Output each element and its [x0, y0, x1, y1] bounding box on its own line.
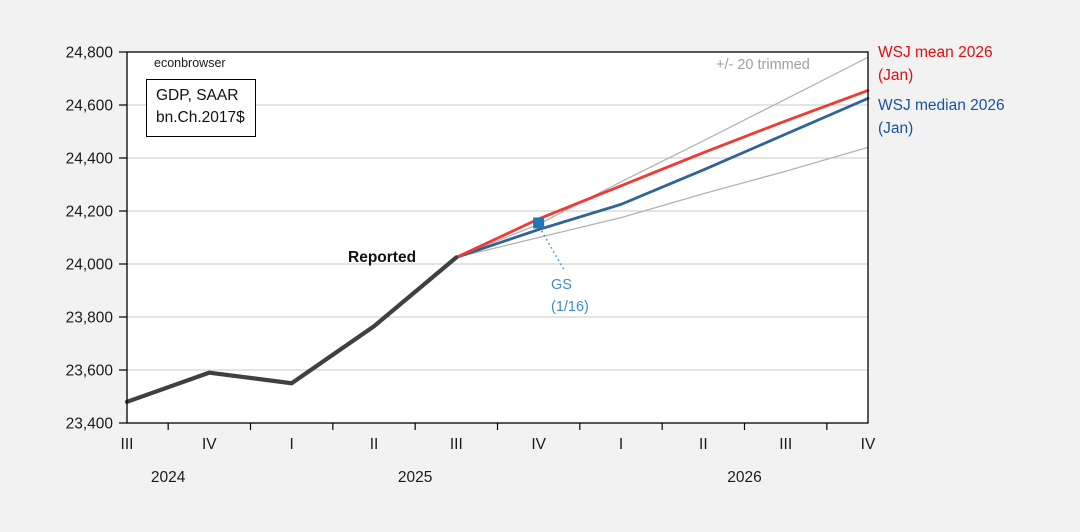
- gs-point-marker: [533, 217, 545, 229]
- y-tick-label: 24,600: [66, 98, 114, 115]
- axis-units-box: GDP, SAAR bn.Ch.2017$: [146, 79, 256, 137]
- y-tick-label: 23,600: [66, 363, 114, 380]
- x-quarter-label: III: [121, 436, 134, 453]
- x-year-label: 2024: [151, 469, 186, 486]
- gs-forecast-annotation: GS (1/16): [551, 274, 589, 318]
- y-tick-label: 24,800: [66, 45, 114, 62]
- x-quarter-label: IV: [861, 436, 876, 453]
- series-reported: [124, 255, 459, 404]
- x-quarter-label: II: [699, 436, 708, 453]
- plot-frame: [126, 51, 869, 424]
- legend-wsj-mean-line1: WSJ mean 2026: [878, 44, 993, 61]
- legend-wsj-median-line1: WSJ median 2026: [878, 97, 1005, 114]
- x-quarter-label: I: [290, 436, 294, 453]
- x-quarter-label: IV: [202, 436, 217, 453]
- y-tick-label: 23,800: [66, 310, 114, 327]
- y-tick-label: 24,400: [66, 151, 114, 168]
- legend-wsj-median-line2: (Jan): [878, 120, 914, 137]
- series-wsj-median-2026-jan-: [454, 96, 870, 259]
- series-trimmed-lower: [455, 146, 869, 259]
- x-quarter-label: II: [370, 436, 379, 453]
- legend-wsj-mean: WSJ mean 2026 (Jan): [878, 41, 993, 87]
- x-quarter-label: I: [619, 436, 623, 453]
- series-trimmed-upper: [455, 56, 869, 259]
- reported-series-label: Reported: [348, 249, 417, 266]
- series-wsj-mean-2026-jan-: [454, 89, 870, 259]
- axis-units-line2: bn.Ch.2017$: [156, 109, 245, 126]
- watermark-econbrowser: econbrowser: [154, 56, 226, 70]
- legend-wsj-mean-line2: (Jan): [878, 67, 914, 84]
- trimmed-band-label: +/- 20 trimmed: [716, 57, 810, 73]
- y-tick-label: 24,000: [66, 257, 114, 274]
- gs-annotation-line2: (1/16): [551, 299, 589, 315]
- legend-wsj-median: WSJ median 2026 (Jan): [878, 94, 1005, 140]
- gs-annotation-line1: GS: [551, 277, 572, 293]
- y-tick-label: 24,200: [66, 204, 114, 221]
- x-year-label: 2026: [727, 469, 761, 486]
- x-quarter-label: III: [450, 436, 463, 453]
- gs-leader-line: [540, 230, 566, 272]
- axis-units-line1: GDP, SAAR: [156, 87, 239, 104]
- x-quarter-label: III: [779, 436, 792, 453]
- x-quarter-label: IV: [531, 436, 546, 453]
- y-tick-label: 23,400: [66, 416, 114, 433]
- x-year-label: 2025: [398, 469, 432, 486]
